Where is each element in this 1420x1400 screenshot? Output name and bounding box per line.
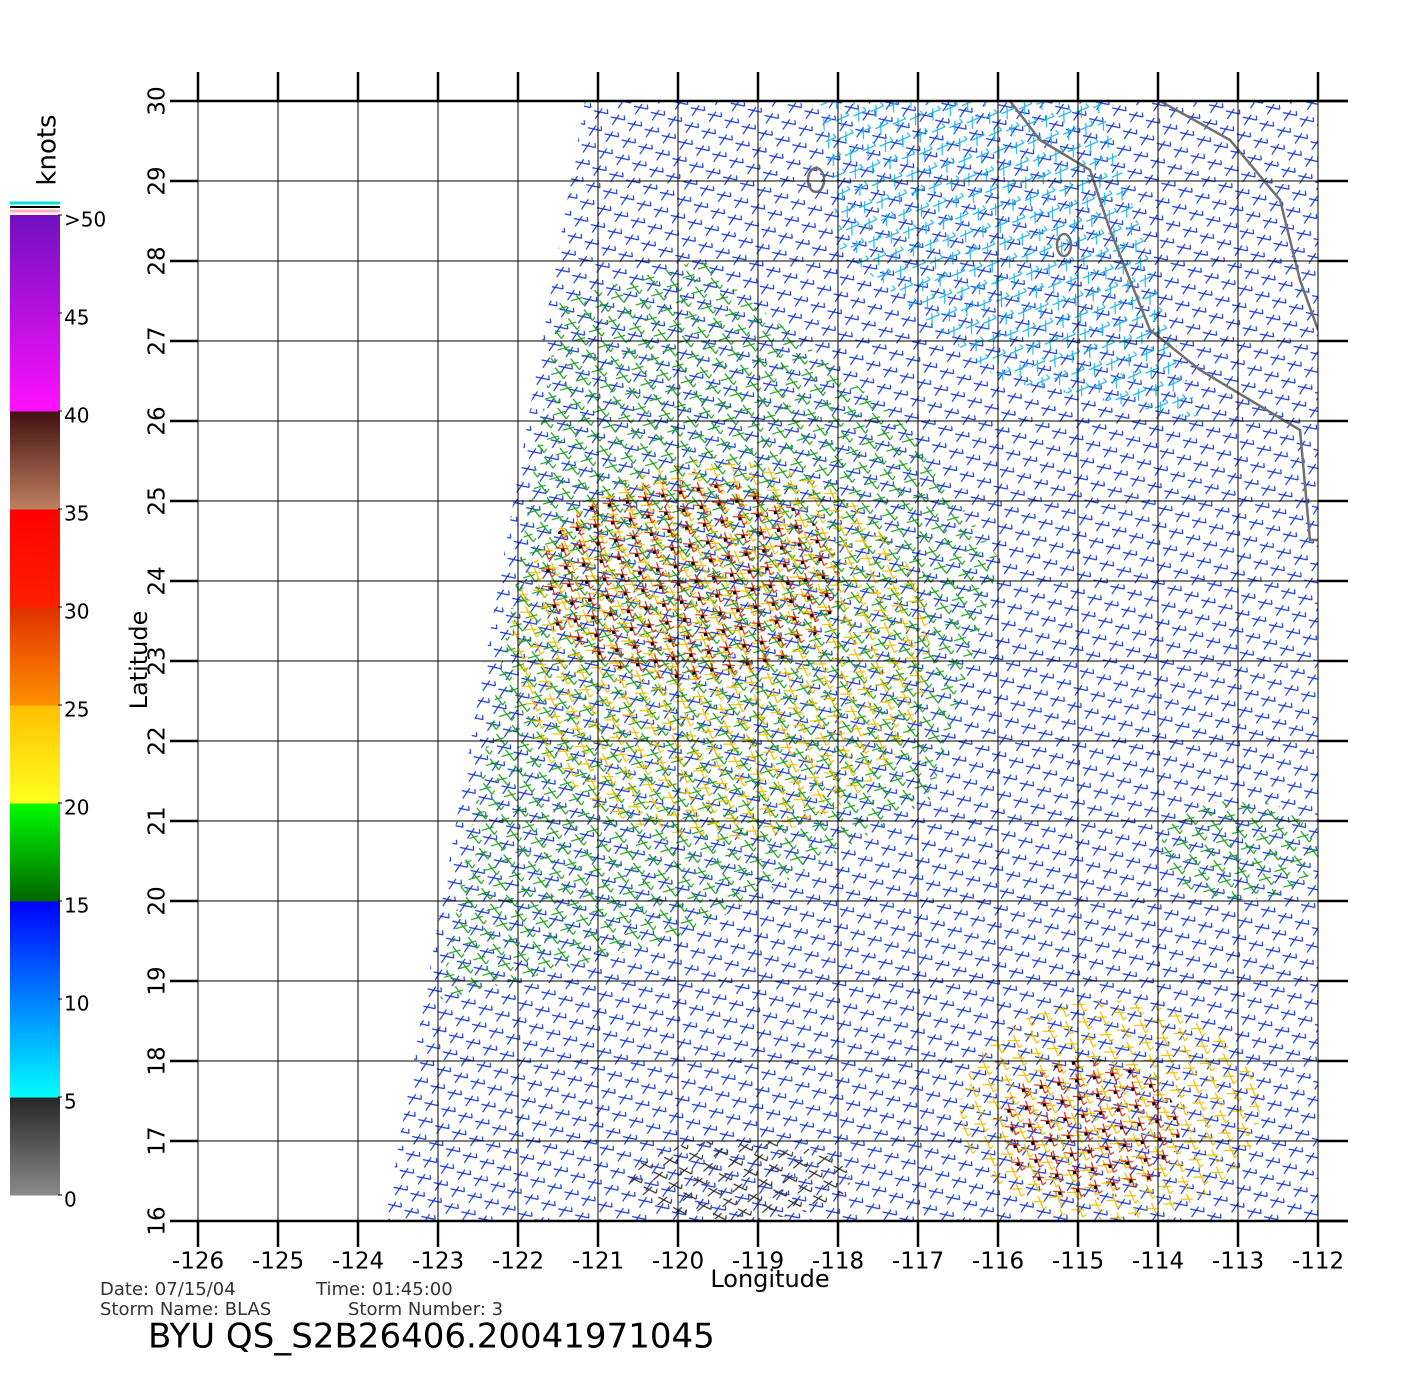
colorbar-tick-label: 25 bbox=[64, 698, 89, 722]
colorbar-band bbox=[10, 607, 60, 706]
colorbar-band bbox=[10, 1097, 60, 1196]
y-tick-label: 26 bbox=[145, 406, 171, 435]
colorbar-band bbox=[10, 215, 60, 412]
colorbar-tick-label: >50 bbox=[64, 208, 106, 232]
x-axis-label: Longitude bbox=[710, 1265, 829, 1293]
y-tick-label: 18 bbox=[145, 1046, 171, 1075]
x-tick-label: -116 bbox=[972, 1249, 1024, 1275]
x-tick-label: -112 bbox=[1292, 1249, 1344, 1275]
y-tick-label: 28 bbox=[145, 246, 171, 275]
y-tick-label: 22 bbox=[145, 726, 171, 755]
x-tick-label: -113 bbox=[1212, 1249, 1264, 1275]
colorbar-tick-label: 30 bbox=[64, 600, 89, 624]
date: Date: 07/15/04 bbox=[100, 1279, 236, 1300]
x-tick-label: -123 bbox=[412, 1249, 464, 1275]
colorbar-tick-label: 15 bbox=[64, 894, 89, 918]
title: BYU QS_S2B26406.20041971045 bbox=[148, 1317, 715, 1357]
wind-barbs bbox=[385, 101, 1318, 1221]
y-tick-label: 21 bbox=[145, 806, 171, 835]
y-tick-label: 24 bbox=[145, 566, 171, 595]
storm-number: Storm Number: 3 bbox=[348, 1299, 503, 1320]
colorbar-band bbox=[10, 901, 60, 1098]
x-tick-label: -118 bbox=[812, 1249, 864, 1275]
colorbar-band bbox=[10, 509, 60, 608]
axes bbox=[170, 72, 1348, 1247]
colorbar-tick-label: 20 bbox=[64, 796, 89, 820]
x-tick-label: -126 bbox=[172, 1249, 224, 1275]
x-tick-label: -120 bbox=[652, 1249, 704, 1275]
colorbar-tick-label: 5 bbox=[64, 1090, 77, 1114]
time: Time: 01:45:00 bbox=[315, 1279, 453, 1300]
colorbar-tick-label: 35 bbox=[64, 502, 89, 526]
colorbar-tick-label: 10 bbox=[64, 992, 89, 1016]
colorbar-label: knots bbox=[33, 114, 63, 185]
x-tick-label: -114 bbox=[1132, 1249, 1184, 1275]
x-tick-label: -125 bbox=[252, 1249, 304, 1275]
colorbar-tick-label: 40 bbox=[64, 404, 89, 428]
colorbar-band bbox=[10, 411, 60, 510]
y-tick-label: 25 bbox=[145, 486, 171, 515]
y-tick-label: 17 bbox=[145, 1126, 171, 1155]
y-tick-label: 30 bbox=[145, 86, 171, 115]
x-tick-label: -115 bbox=[1052, 1249, 1104, 1275]
x-tick-label: -124 bbox=[332, 1249, 384, 1275]
storm-name: Storm Name: BLAS bbox=[100, 1299, 271, 1320]
colorbar-tick-label: 0 bbox=[64, 1188, 77, 1212]
y-tick-label: 16 bbox=[145, 1206, 171, 1235]
colorbar-tick-label: 45 bbox=[64, 306, 89, 330]
y-tick-label: 27 bbox=[145, 326, 171, 355]
y-tick-label: 20 bbox=[145, 886, 171, 915]
x-tick-label: -119 bbox=[732, 1249, 784, 1275]
y-tick-label: 23 bbox=[145, 646, 171, 675]
x-tick-label: -117 bbox=[892, 1249, 944, 1275]
y-axis-label: Latitude bbox=[125, 611, 153, 710]
x-tick-label: -122 bbox=[492, 1249, 544, 1275]
y-tick-label: 29 bbox=[145, 166, 171, 195]
colorbar-band bbox=[10, 803, 60, 902]
colorbar-band bbox=[10, 705, 60, 804]
y-tick-label: 19 bbox=[145, 966, 171, 995]
x-tick-label: -121 bbox=[572, 1249, 624, 1275]
